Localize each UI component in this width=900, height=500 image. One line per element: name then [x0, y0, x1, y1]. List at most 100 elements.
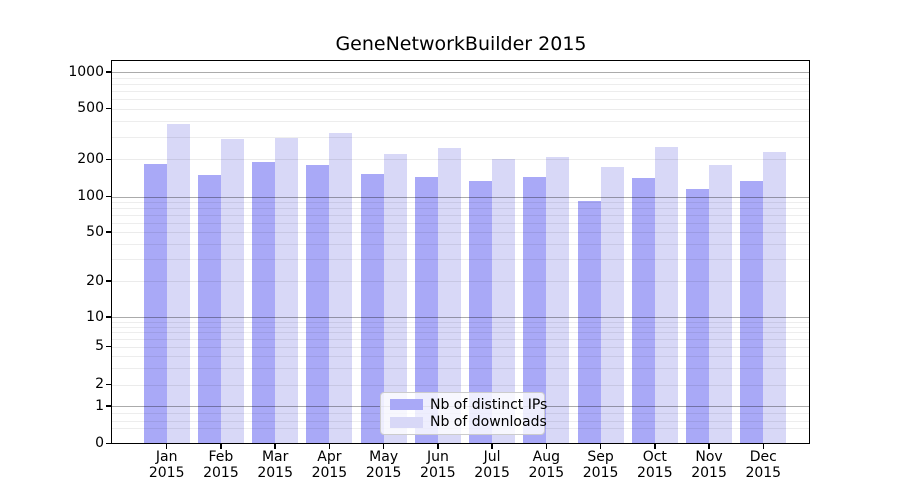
x-tick-label-jun: Jun 2015: [406, 449, 470, 481]
bar-distinct-ips-nov: [686, 188, 710, 444]
x-tick-mark: [762, 443, 764, 449]
y-tick-mark: [106, 107, 111, 110]
bar-distinct-ips-jan: [143, 163, 167, 444]
bar-distinct-ips-oct: [631, 178, 655, 444]
x-tick-year: 2015: [636, 464, 673, 481]
x-tick-label-oct: Oct 2015: [623, 449, 687, 481]
y-tick-mark: [106, 196, 111, 198]
y-tick-mark: [106, 346, 111, 348]
gridline-500: [112, 108, 810, 110]
x-tick-year: 2015: [311, 464, 348, 481]
y-tick-label: 1000: [68, 63, 104, 80]
y-tick-label: 100: [77, 188, 104, 205]
y-tick-label: 10: [86, 308, 104, 325]
x-tick-mark: [654, 443, 656, 449]
x-tick-label-feb: Feb 2015: [189, 449, 253, 481]
x-tick-mark: [545, 443, 548, 449]
y-tick-mark: [106, 280, 111, 282]
x-tick-year: 2015: [365, 464, 402, 481]
x-tick-label-nov: Nov 2015: [677, 449, 741, 481]
x-tick-year: 2015: [148, 464, 185, 481]
x-tick-year: 2015: [257, 464, 293, 481]
minor-gridline: [112, 83, 810, 85]
bar-downloads-sep: [600, 166, 624, 444]
y-tick-label: 200: [77, 150, 104, 167]
bar-downloads-mar: [275, 137, 299, 444]
x-tick-mark: [220, 443, 222, 449]
y-tick-label: 2: [95, 376, 104, 393]
bar-downloads-aug: [546, 156, 570, 444]
x-tick-year: 2015: [691, 464, 727, 481]
y-tick-mark: [106, 442, 111, 444]
y-tick-mark: [106, 384, 111, 386]
y-tick-label: 1: [95, 397, 104, 414]
legend-swatch-distinct-ips: [390, 399, 423, 411]
x-tick-mark: [599, 443, 602, 449]
x-tick-label-jul: Jul 2015: [460, 449, 524, 481]
x-tick-mark: [166, 443, 168, 449]
bar-downloads-apr: [329, 133, 353, 444]
bar-downloads-dec: [763, 151, 787, 444]
bar-distinct-ips-jun: [414, 177, 438, 444]
bar-downloads-jun: [437, 148, 461, 444]
chart-title: GeneNetworkBuilder 2015: [335, 33, 587, 55]
bar-distinct-ips-dec: [740, 180, 764, 444]
minor-gridline: [112, 98, 810, 100]
y-tick-mark: [106, 158, 111, 160]
x-tick-mark: [274, 443, 276, 449]
x-tick-year: 2015: [474, 464, 510, 481]
x-tick-label-apr: Apr 2015: [297, 449, 361, 481]
y-tick-mark: [106, 405, 111, 407]
minor-gridline: [112, 120, 810, 122]
x-tick-label-aug: Aug 2015: [514, 449, 578, 481]
x-tick-label-may: May 2015: [352, 449, 416, 481]
y-tick-label: 50: [86, 223, 104, 240]
bar-distinct-ips-mar: [252, 162, 276, 444]
legend: Nb of distinct IPs Nb of downloads: [380, 392, 547, 435]
bar-downloads-may: [383, 154, 407, 444]
y-tick-label: 20: [86, 272, 104, 289]
y-tick-label: 500: [77, 100, 104, 116]
minor-gridline: [112, 77, 810, 79]
bar-downloads-nov: [709, 164, 733, 444]
minor-gridline: [112, 136, 810, 138]
x-tick-year: 2015: [420, 464, 456, 481]
bar-downloads-feb: [220, 138, 244, 444]
bar-downloads-oct: [654, 146, 678, 444]
x-tick-year: 2015: [745, 464, 782, 481]
x-tick-mark: [437, 443, 439, 449]
x-tick-label-sep: Sep 2015: [569, 449, 633, 481]
minor-gridline: [112, 90, 810, 92]
x-tick-label-jan: Jan 2015: [135, 449, 199, 481]
gridline-200: [112, 159, 810, 161]
x-tick-year: 2015: [203, 464, 239, 481]
x-tick-year: 2015: [528, 464, 565, 481]
x-tick-label-mar: Mar 2015: [243, 449, 307, 481]
legend-label-distinct-ips: Nb of distinct IPs: [430, 396, 548, 413]
x-tick-mark: [328, 443, 331, 449]
x-tick-mark: [491, 443, 493, 449]
bar-downloads-jan: [166, 123, 190, 444]
y-tick-mark: [106, 231, 111, 233]
gridline-1000: [112, 72, 810, 74]
y-tick-label: 0: [95, 434, 104, 451]
bar-distinct-ips-feb: [197, 174, 221, 444]
x-tick-label-dec: Dec 2015: [731, 449, 795, 481]
legend-item-distinct-ips: Nb of distinct IPs: [390, 397, 547, 413]
x-tick-mark: [708, 443, 710, 449]
legend-swatch-downloads: [390, 416, 423, 428]
bar-downloads-jul: [492, 159, 516, 444]
bar-distinct-ips-sep: [577, 200, 601, 444]
legend-item-downloads: Nb of downloads: [390, 414, 547, 430]
bar-distinct-ips-may: [360, 174, 384, 444]
y-tick-mark: [106, 316, 111, 318]
y-tick-mark: [106, 71, 111, 73]
x-tick-year: 2015: [582, 464, 619, 481]
bar-distinct-ips-jul: [469, 180, 493, 444]
bar-distinct-ips-apr: [306, 164, 330, 444]
y-tick-label: 5: [95, 338, 104, 355]
bar-distinct-ips-aug: [523, 177, 547, 444]
x-tick-mark: [382, 443, 385, 449]
legend-label-downloads: Nb of downloads: [430, 414, 547, 431]
